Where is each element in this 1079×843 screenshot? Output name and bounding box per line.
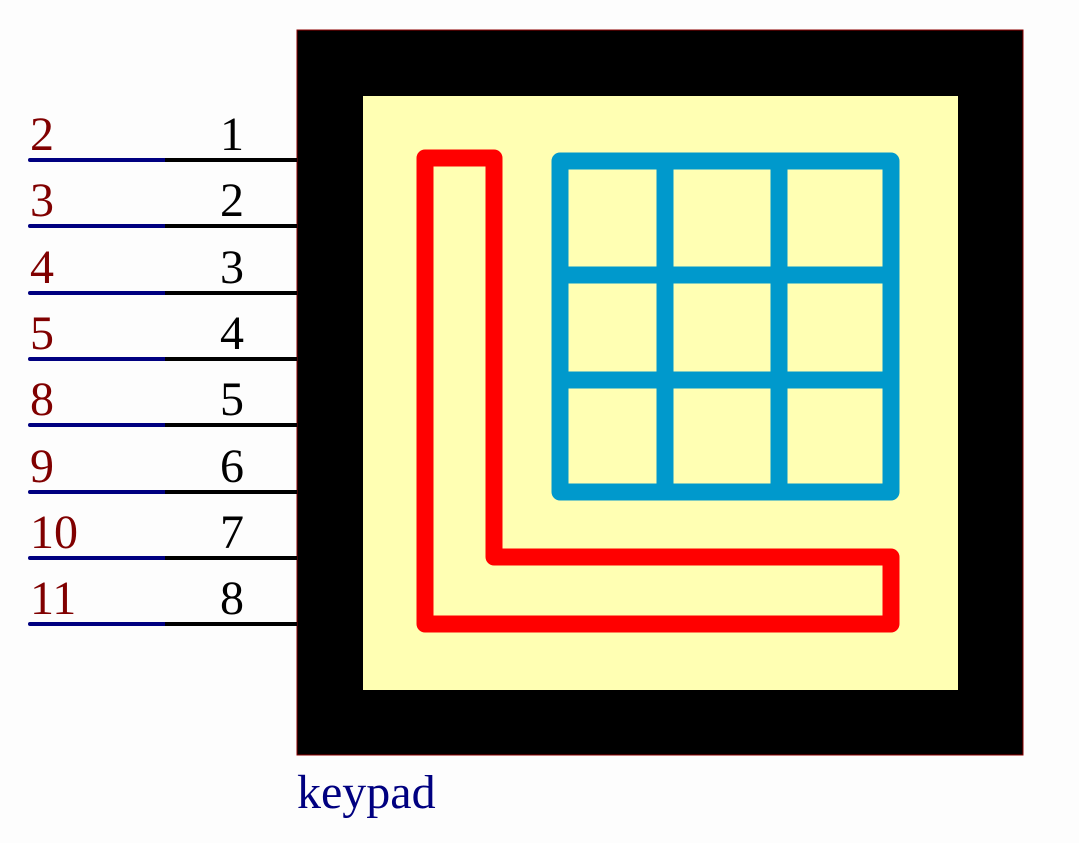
net-label: 8	[30, 373, 54, 426]
net-label: 10	[30, 506, 78, 559]
pin-7[interactable]: 10 7	[28, 506, 297, 560]
pin-number-label: 6	[220, 440, 244, 493]
component-name-label: keypad	[297, 766, 436, 819]
pin-number-label: 5	[220, 373, 244, 426]
pin-8[interactable]: 11 8	[28, 572, 297, 626]
net-label: 9	[30, 440, 54, 493]
pin-number-label: 1	[220, 108, 244, 161]
pin-number-label: 4	[220, 307, 244, 360]
net-label: 2	[30, 108, 54, 161]
pin-number-label: 8	[220, 572, 244, 625]
net-label: 4	[30, 241, 54, 294]
net-label: 11	[30, 572, 76, 625]
l-shape-outline	[416, 149, 900, 633]
key-grid-frame	[551, 152, 900, 501]
key-grid	[551, 152, 900, 501]
pins-group: 2 13 24 35 48 59 610 711 8	[28, 108, 297, 626]
pin-number-label: 7	[220, 506, 244, 559]
net-label: 5	[30, 307, 54, 360]
net-label: 3	[30, 174, 54, 227]
pin-number-label: 2	[220, 174, 244, 227]
pin-number-label: 3	[220, 241, 244, 294]
